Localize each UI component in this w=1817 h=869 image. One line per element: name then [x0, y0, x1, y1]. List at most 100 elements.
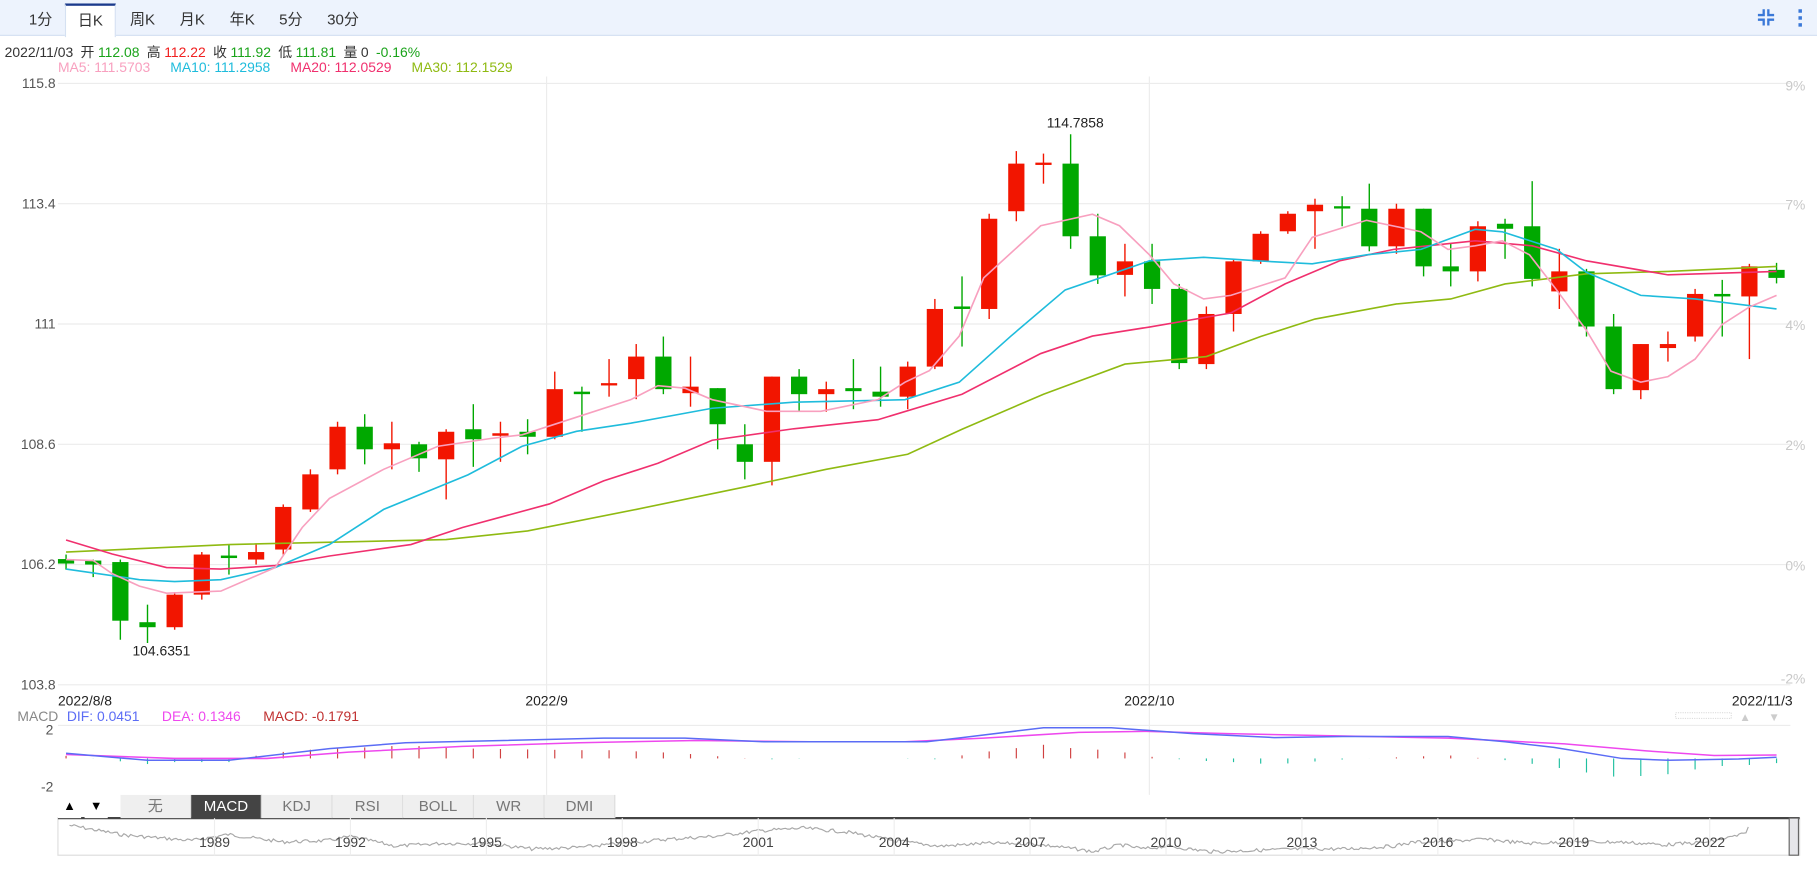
candle-down	[465, 429, 482, 440]
indicator-tab-boll[interactable]: BOLL	[403, 794, 474, 819]
high-value: 112.22	[164, 44, 206, 61]
tab-daily-k[interactable]: 日K	[64, 3, 116, 38]
x-date-label: 2022/8/8	[58, 693, 112, 709]
candle-up	[1388, 208, 1405, 247]
navigator-year-label: 2001	[743, 834, 774, 850]
y-tick-label: 115.8	[22, 75, 56, 91]
candle-up	[193, 554, 210, 595]
tab-1min[interactable]: 1分	[28, 10, 53, 28]
candle-down	[519, 431, 536, 437]
indicator-up-button[interactable]: ▲	[57, 794, 82, 819]
candle-up	[1659, 344, 1677, 349]
candle-up	[1198, 313, 1215, 365]
navigator-year-label: 2016	[1422, 834, 1453, 850]
y-tick-label: 106.2	[21, 556, 56, 572]
indicator-tab-wr[interactable]: WR	[473, 794, 545, 819]
navigator-year-label: 2022	[1694, 834, 1725, 850]
candle-up	[492, 433, 509, 436]
macd-legend-title: MACD	[17, 708, 59, 725]
candle-up	[1008, 163, 1025, 212]
navigator-year-label: 2004	[879, 834, 910, 850]
y-tick-label: 108.6	[21, 436, 56, 452]
dea-legend: DEA: 0.1346	[161, 708, 241, 725]
candle-up	[329, 426, 346, 470]
candle-down	[1605, 326, 1622, 390]
candle-up	[1252, 233, 1269, 262]
tab-5min[interactable]: 5分	[279, 10, 303, 28]
dif-line	[65, 726, 1777, 762]
x-date-label: 2022/9	[525, 693, 568, 709]
navigator-range-handle[interactable]	[1788, 817, 1800, 856]
candle-down	[655, 356, 672, 390]
candle-down	[1171, 288, 1188, 364]
low-value: 111.81	[295, 44, 337, 61]
ma10-legend: MA10: 111.2958	[170, 59, 271, 76]
collapse-arrows-icon[interactable]	[1753, 5, 1778, 30]
high-label: 高	[146, 44, 161, 61]
pct-tick-label: 7%	[1785, 197, 1805, 213]
candle-up	[247, 552, 265, 560]
ma-legend: MA5: 111.5703 MA10: 111.2958 MA20: 112.0…	[58, 59, 529, 75]
macd-y-tick-label: -2	[41, 778, 54, 794]
indicator-tab-kdj[interactable]: KDJ	[261, 794, 333, 819]
pct-tick-label: 9%	[1785, 77, 1805, 93]
candle-down	[1062, 163, 1079, 237]
candle-up	[981, 218, 998, 309]
candle-up	[600, 383, 618, 386]
x-date-label: 2022/11/3	[1732, 693, 1793, 709]
y-tick-label: 111	[34, 316, 55, 332]
navigator-year-label: 2013	[1286, 834, 1317, 850]
period-tab-bar: 1分 日K 周K 月K 年K 5分 30分	[0, 0, 1817, 38]
indicator-tab-dmi[interactable]: DMI	[544, 794, 616, 819]
quote-info-line: 2022/11/03 开 112.08 高 112.22 收 111.92 低 111.…	[5, 42, 424, 62]
tab-yearly-k[interactable]: 年K	[229, 10, 255, 28]
open-label: 开	[80, 44, 95, 61]
navigator-series	[69, 824, 1749, 854]
macd-y-tick-label: 2	[46, 722, 54, 738]
tab-weekly-k[interactable]: 周K	[129, 10, 156, 28]
candle-up	[926, 308, 943, 367]
navigator-year-label: 2007	[1015, 834, 1046, 850]
candle-up	[1686, 293, 1704, 337]
indicator-down-button[interactable]: ▼	[84, 794, 108, 819]
navigator-year-label: 1998	[607, 834, 638, 850]
candle-down	[1143, 261, 1161, 289]
navigator-frame	[57, 817, 1801, 856]
zoom-in-arrow-icon: ▲	[1739, 712, 1750, 724]
indicator-tab-rsi[interactable]: RSI	[332, 794, 404, 819]
candle-down	[1361, 208, 1378, 247]
vertical-dots-icon[interactable]	[1787, 5, 1812, 30]
candle-down	[1442, 266, 1459, 272]
candle-up	[818, 389, 835, 395]
candle-up	[546, 389, 563, 437]
candle-down	[57, 559, 75, 564]
macd-legend: MACD DIF: 0.0451 DEA: 0.1346 MACD: -0.17…	[17, 709, 377, 724]
dea-line	[66, 730, 1777, 760]
tab-monthly-k[interactable]: 月K	[179, 10, 205, 28]
candle-up	[1306, 204, 1324, 212]
ma20-line	[65, 239, 1777, 570]
candle-up	[1225, 261, 1242, 314]
navigator-year-label: 2010	[1151, 834, 1182, 850]
max-price-label: 114.7858	[1047, 114, 1104, 130]
navigator-year-label: 1992	[335, 834, 366, 850]
tab-30min[interactable]: 30分	[327, 10, 359, 28]
change-percent: -0.16%	[375, 44, 421, 61]
navigator-year-label: 2019	[1558, 834, 1589, 850]
candle-down	[410, 444, 428, 459]
candle-down	[139, 622, 156, 628]
indicator-tab-none[interactable]: 无	[120, 794, 192, 819]
candle-down	[220, 555, 238, 559]
dif-legend: DIF: 0.0451	[66, 708, 140, 725]
quote-date: 2022/11/03	[4, 44, 74, 61]
candle-down	[1415, 208, 1432, 267]
volume-value: 0	[360, 44, 369, 61]
close-label: 收	[213, 44, 227, 61]
ma30-line	[66, 265, 1777, 553]
indicator-tab-macd[interactable]: MACD	[191, 794, 262, 819]
macd-value-legend: MACD: -0.1791	[263, 708, 360, 725]
pct-tick-label: 2%	[1785, 437, 1805, 453]
candle-down	[1334, 206, 1351, 209]
